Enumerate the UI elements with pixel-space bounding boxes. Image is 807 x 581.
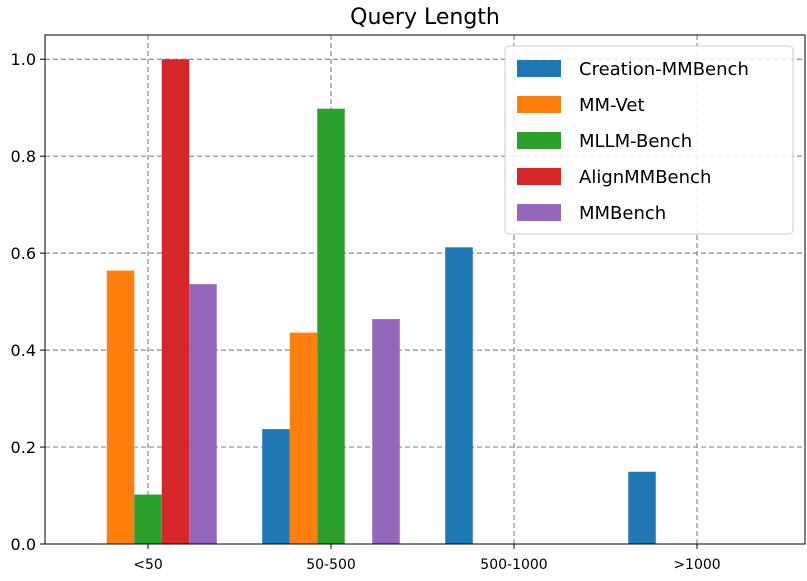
bar-mmbench xyxy=(189,284,217,544)
legend-label: AlignMMBench xyxy=(579,167,711,188)
bar-creation-mmbench xyxy=(262,429,290,544)
bar-mmbench xyxy=(372,319,400,544)
legend-swatch xyxy=(517,60,561,77)
legend-label: MLLM-Bench xyxy=(579,131,692,152)
legend-label: Creation-MMBench xyxy=(579,59,749,80)
legend-box xyxy=(504,45,794,235)
y-axis-ticks: 0.0 0.2 0.4 0.6 0.8 1.0 xyxy=(11,50,45,554)
legend-label: MMBench xyxy=(579,203,666,224)
y-tick-label: 0.4 xyxy=(11,341,36,360)
y-tick-label: 0.8 xyxy=(11,147,36,166)
bars xyxy=(106,59,656,544)
legend-swatch xyxy=(517,168,561,185)
bar-mm-vet xyxy=(106,270,135,544)
chart-title: Query Length xyxy=(350,5,500,30)
bar-alignmmbench xyxy=(161,59,190,544)
y-tick-label: 0.0 xyxy=(11,535,36,554)
x-axis-ticks: <50 50-500 500-1000 >1000 xyxy=(133,544,721,573)
bar-mm-vet xyxy=(289,332,318,544)
bar-creation-mmbench xyxy=(628,471,656,544)
legend-swatch xyxy=(517,96,561,113)
y-tick-label: 0.6 xyxy=(11,244,36,263)
legend-swatch xyxy=(517,132,561,149)
x-tick-label: 50-500 xyxy=(306,557,356,573)
legend: Creation-MMBench MM-Vet MLLM-Bench AlignMMB… xyxy=(504,45,794,235)
bar-creation-mmbench xyxy=(445,247,473,544)
bar-mllm-bench xyxy=(317,108,345,544)
y-tick-label: 0.2 xyxy=(11,438,36,457)
x-tick-label: >1000 xyxy=(673,557,720,573)
plot-frame xyxy=(44,34,806,545)
legend-swatch xyxy=(517,204,561,221)
bar-mllm-bench xyxy=(134,494,162,544)
x-tick-label: 500-1000 xyxy=(480,557,547,573)
y-tick-label: 1.0 xyxy=(11,50,36,69)
x-tick-label: <50 xyxy=(133,557,163,573)
legend-label: MM-Vet xyxy=(579,95,645,116)
